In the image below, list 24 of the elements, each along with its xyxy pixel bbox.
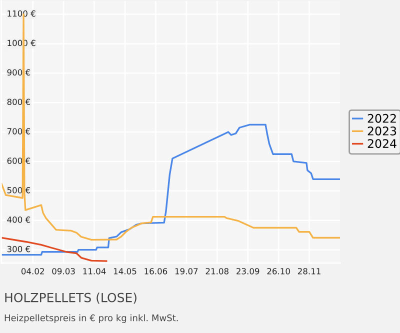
y-tick-label: 500 € [7, 187, 30, 194]
y-tick-label: 800 € [7, 98, 30, 106]
x-tick-label: 16.06 [144, 268, 168, 274]
x-tick-label: 09.03 [52, 268, 75, 274]
y-tick-label: 600 € [7, 158, 30, 164]
y-tick-label: 400 € [7, 216, 30, 223]
text: Heizpelletspreis in € pro kg inkl. MwSt. [4, 314, 178, 324]
text: HOLZPELLETS (LOSE) [5, 292, 136, 304]
legend-label: 2022 [368, 114, 396, 123]
y-tick-label: 900 € [7, 69, 30, 76]
legend-label: 2024 [368, 139, 396, 148]
x-tick-label: 04.02 [21, 268, 44, 274]
y-tick-label: 1100 € [8, 10, 36, 17]
x-tick-label: 26.10 [267, 268, 290, 274]
x-tick-label: 21.08 [206, 268, 228, 274]
y-tick-label: 300 € [7, 246, 30, 252]
line-series [1, 236, 108, 262]
x-tick-label: 23.09 [236, 268, 260, 274]
legend-label: 2023 [368, 126, 396, 136]
x-tick-label: 28.11 [298, 268, 320, 274]
x-tick-label: 14.05 [114, 268, 136, 274]
line-series [1, 124, 340, 256]
x-tick-label: 19.07 [175, 268, 198, 274]
x-tick-label: 11.04 [83, 268, 106, 274]
